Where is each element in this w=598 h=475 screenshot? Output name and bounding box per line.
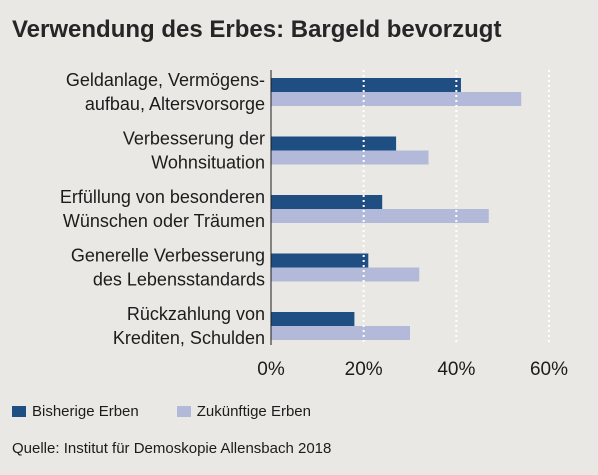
- bar-bisherige-1: [271, 136, 397, 151]
- bar-zukuenftige-3: [271, 267, 420, 282]
- legend-label-zukuenftige: Zukünftige Erben: [196, 403, 311, 420]
- category-label-line: Krediten, Schulden: [113, 328, 265, 348]
- bar-zukuenftige-2: [271, 209, 489, 223]
- category-label-line: Erfüllung von besonderen: [60, 187, 265, 207]
- category-label-2: Erfüllung von besonderen Wünschen oder Tr…: [60, 187, 265, 231]
- legend-label-bisherige: Bisherige Erben: [32, 403, 139, 420]
- category-label-4: Rückzahlung von Krediten, Schulden: [113, 304, 265, 348]
- bar-zukuenftige-4: [271, 326, 410, 340]
- category-label-line: des Lebensstandards: [93, 270, 265, 290]
- bar-zukuenftige-1: [271, 150, 429, 165]
- x-tick-label: 40%: [437, 359, 475, 380]
- legend-swatch-bisherige: [12, 406, 26, 417]
- source-note: Quelle: Institut für Demoskopie Allensba…: [12, 440, 332, 457]
- category-label-line: Verbesserung der: [123, 129, 265, 149]
- category-label-3: Generelle Verbesserung des Lebensstandard…: [71, 246, 265, 290]
- bar-zukuenftige-0: [271, 92, 522, 106]
- bar-bisherige-4: [271, 312, 355, 326]
- bar-bisherige-3: [271, 253, 369, 268]
- bar-bisherige-2: [271, 195, 383, 209]
- category-label-1: Verbesserung der Wohnsituation: [123, 129, 265, 173]
- category-label-0: Geldanlage, Vermögens-aufbau, Altersvors…: [66, 70, 265, 114]
- chart-title: Verwendung des Erbes: Bargeld bevorzugt: [12, 16, 502, 43]
- legend-item-bisherige: Bisherige Erben: [12, 403, 139, 420]
- x-tick-label: 0%: [257, 359, 285, 380]
- x-tick-label: 60%: [530, 359, 568, 380]
- x-tick-label: 20%: [345, 359, 383, 380]
- category-label-line: aufbau, Altersvorsorge: [85, 94, 265, 114]
- bar-bisherige-0: [271, 78, 461, 92]
- legend: Bisherige Erben Zukünftige Erben: [12, 403, 349, 420]
- legend-item-zukuenftige: Zukünftige Erben: [176, 403, 311, 420]
- category-label-line: Rückzahlung von: [127, 304, 265, 324]
- category-label-line: Wohnsituation: [151, 153, 265, 173]
- bar-chart: Geldanlage, Vermögens-aufbau, Altersvors…: [60, 70, 568, 380]
- category-label-line: Generelle Verbesserung: [71, 246, 265, 266]
- legend-swatch-zukuenftige: [176, 406, 191, 417]
- category-label-line: Wünschen oder Träumen: [63, 211, 265, 231]
- category-label-line: Geldanlage, Vermögens-: [66, 70, 265, 90]
